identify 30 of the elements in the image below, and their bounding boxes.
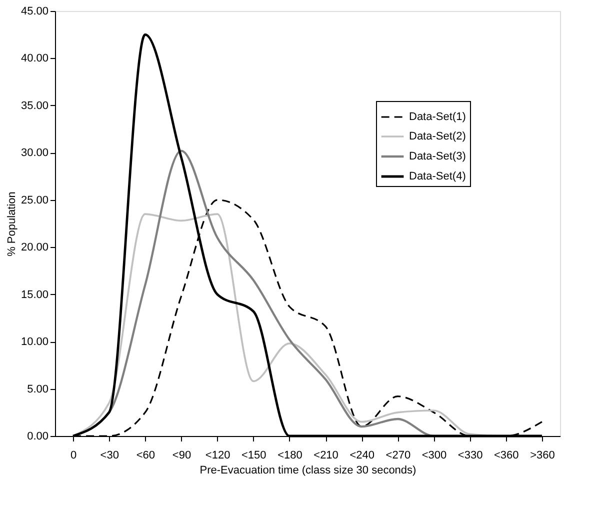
x-tick-label: <330 — [458, 450, 483, 462]
x-tick-label: <90 — [172, 450, 192, 462]
x-tick-label: <360 — [494, 450, 519, 462]
x-tick-label: <300 — [422, 450, 447, 462]
x-tick-label: <210 — [314, 450, 338, 462]
y-tick-label: 40.00 — [20, 52, 48, 65]
legend-label: Data-Set(4) — [409, 170, 466, 182]
x-tick-label: <150 — [242, 450, 266, 462]
x-tick-label: <30 — [100, 450, 119, 462]
x-tick-label: >360 — [530, 450, 555, 462]
legend-label: Data-Set(2) — [409, 130, 466, 142]
x-tick-label: <180 — [278, 450, 302, 462]
y-tick-label: 15.00 — [20, 288, 48, 301]
y-tick-label: 35.00 — [20, 100, 48, 112]
y-tick-label: 5.00 — [27, 383, 48, 396]
x-axis-title: Pre-Evacuation time (class size 30 seconds) — [200, 464, 416, 476]
legend-label: Data-Set(3) — [409, 150, 466, 162]
y-tick-label: 0.00 — [27, 430, 48, 442]
x-tick-label: <120 — [205, 450, 230, 462]
y-tick-label: 25.00 — [20, 194, 48, 206]
y-tick-label: 30.00 — [20, 147, 48, 160]
y-tick-label: 10.00 — [20, 336, 48, 348]
x-tick-label: <240 — [350, 450, 374, 462]
x-tick-label: <270 — [386, 450, 411, 462]
x-tick-label: 0 — [70, 450, 77, 462]
legend-label: Data-Set(1) — [409, 111, 466, 123]
y-axis-title: % Population — [6, 192, 18, 256]
x-tick-label: <60 — [136, 450, 156, 462]
y-tick-label: 20.00 — [20, 242, 48, 254]
y-tick-label: 45.00 — [20, 6, 48, 18]
